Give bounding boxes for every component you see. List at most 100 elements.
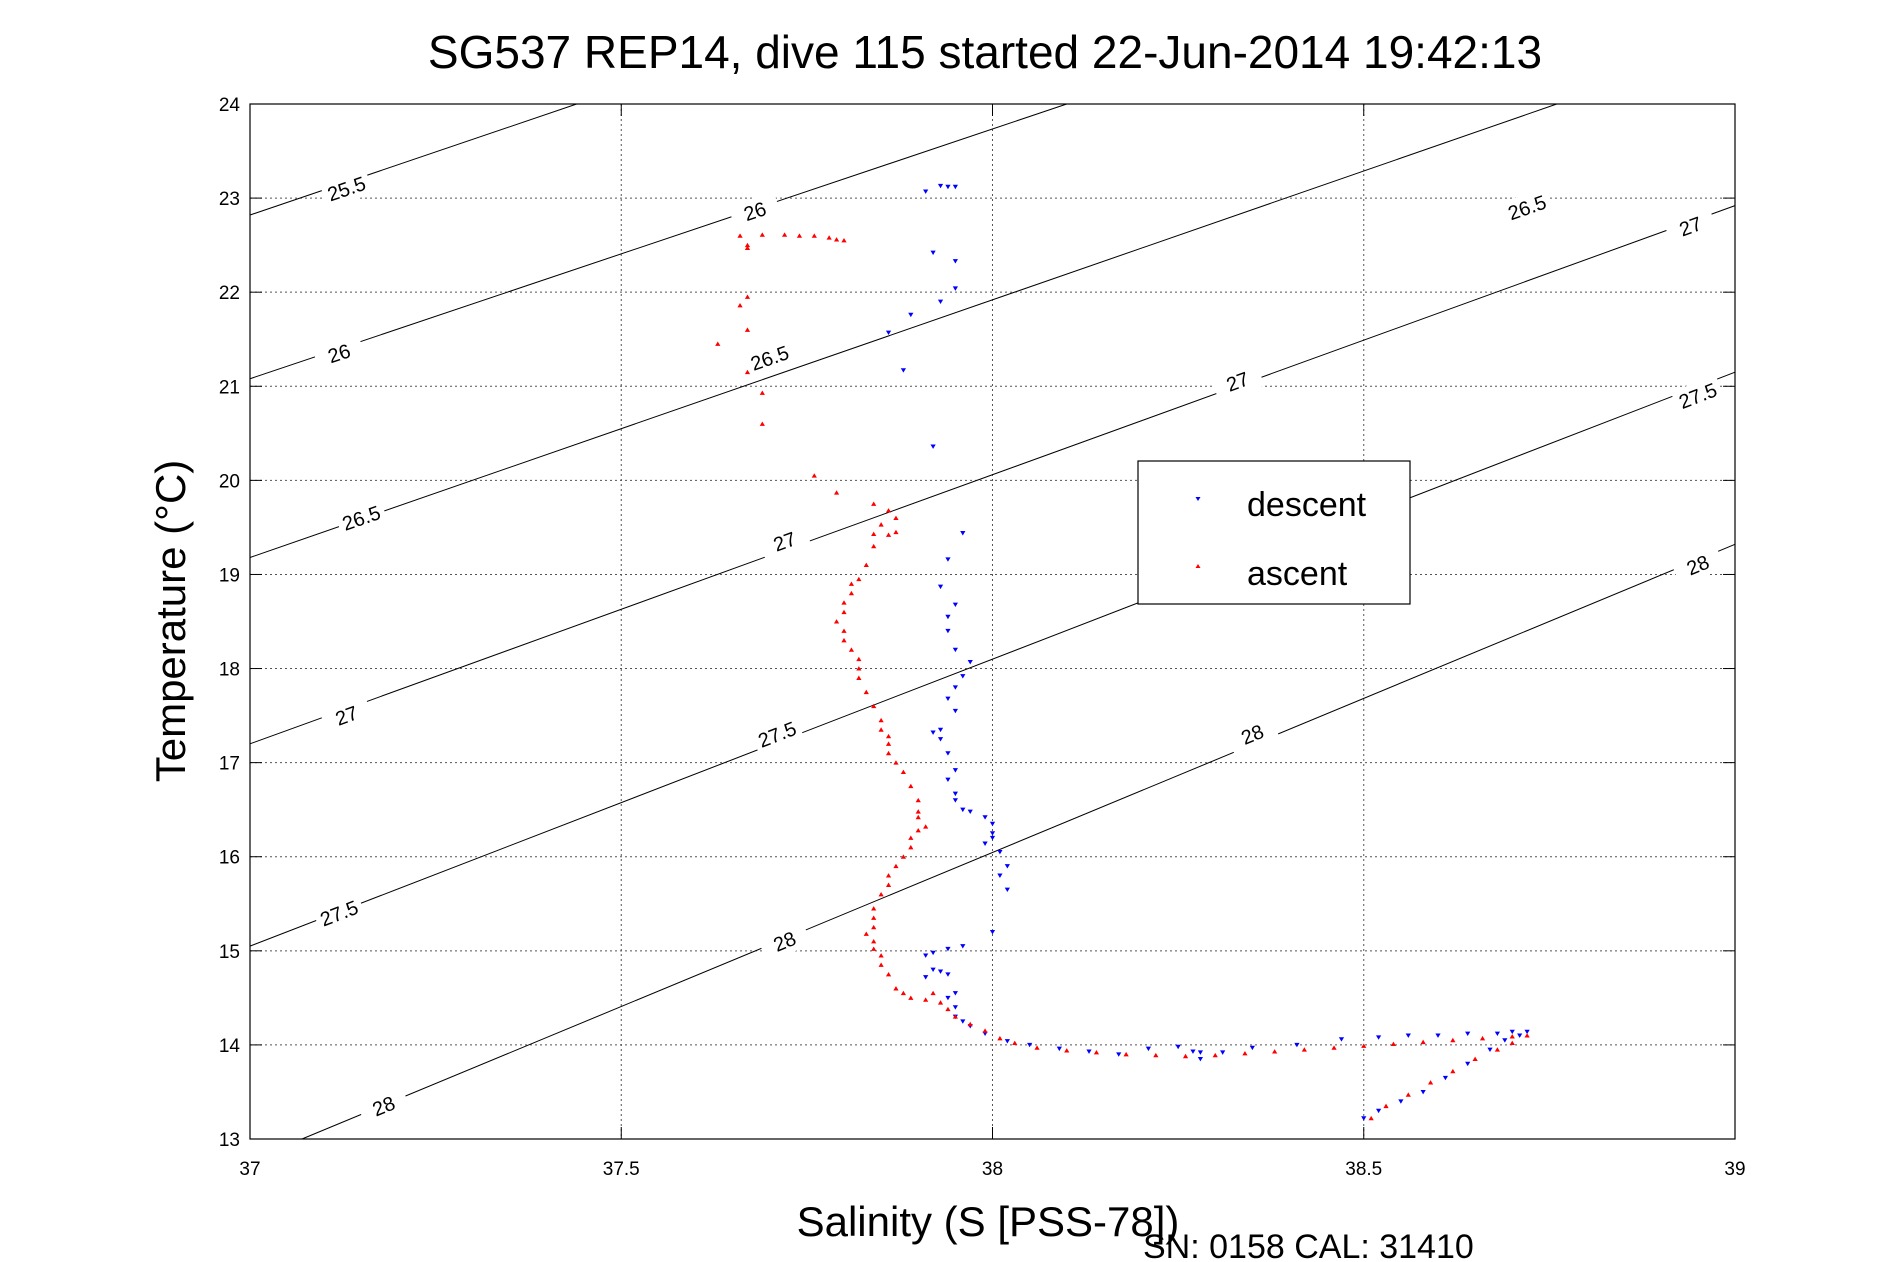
y-tick-label: 13: [219, 1130, 240, 1151]
descent-point: [930, 250, 936, 256]
ascent-point: [1361, 1043, 1367, 1048]
contour-label-background: [319, 695, 374, 736]
density-contour-line: [301, 543, 1736, 1140]
descent-point: [1190, 1049, 1196, 1054]
descent-point: [1004, 1039, 1010, 1044]
ascent-point: [833, 237, 840, 242]
descent-point: [1494, 1031, 1500, 1037]
ascent-point: [737, 302, 743, 308]
chart-title: SG537 REP14, dive 115 started 22-Jun-201…: [428, 26, 1542, 78]
descent-point: [945, 751, 951, 756]
contour-label-background: [312, 892, 367, 934]
descent-point: [1376, 1035, 1382, 1040]
descent-point: [1197, 1057, 1203, 1062]
ascent-point: [915, 797, 921, 803]
ascent-point: [915, 809, 921, 814]
descent-point: [937, 969, 944, 974]
serial-calibration-footer: SN: 0158 CAL: 31410: [1143, 1228, 1474, 1262]
descent-point: [960, 531, 966, 536]
descent-point: [1004, 887, 1010, 893]
ascent-point: [878, 717, 884, 723]
descent-point: [1509, 1029, 1515, 1035]
descent-point: [937, 183, 944, 189]
ascent-point: [871, 501, 877, 506]
legend-descent-marker: [1195, 497, 1201, 501]
ascent-point: [878, 953, 884, 958]
ascent-point: [885, 750, 892, 756]
ascent-point: [923, 824, 929, 829]
ascent-point: [1212, 1052, 1218, 1058]
y-tick-label: 15: [219, 942, 240, 963]
ascent-point: [893, 515, 899, 520]
y-tick-label: 24: [219, 95, 241, 116]
ascent-point: [863, 931, 869, 936]
ascent-point: [1301, 1047, 1307, 1052]
ascent-point: [744, 369, 751, 375]
descent-point: [960, 944, 966, 949]
descent-point: [945, 696, 951, 702]
descent-point: [982, 841, 988, 846]
descent-point: [908, 312, 914, 318]
ascent-point: [1331, 1045, 1337, 1050]
descent-point: [952, 768, 958, 773]
y-tick-label: 19: [219, 565, 240, 586]
descent-point: [937, 584, 944, 590]
contour-label-background: [757, 920, 812, 963]
density-contour-line: [249, 103, 577, 216]
ascent-point: [1242, 1050, 1248, 1056]
contour-label-background: [1210, 361, 1265, 402]
plot-area: 25.5262626.526.526.52727272727.527.527.5…: [219, 95, 1746, 1180]
ascent-point: [759, 390, 765, 395]
y-tick-label: 17: [219, 754, 240, 775]
descent-point: [989, 831, 996, 836]
contour-label-background: [757, 521, 812, 562]
legend-ascent-label: ascent: [1247, 555, 1348, 593]
legend-descent-label: descent: [1247, 486, 1367, 524]
ascent-point: [1427, 1080, 1434, 1085]
contour-label-background: [742, 337, 797, 379]
ascent-point: [856, 666, 862, 671]
descent-point: [1405, 1033, 1411, 1038]
descent-point: [1420, 1089, 1426, 1095]
descent-point: [1524, 1029, 1530, 1035]
descent-point: [960, 1019, 966, 1024]
descent-point: [1294, 1042, 1300, 1048]
descent-point: [1361, 1116, 1367, 1121]
y-tick-label: 20: [219, 471, 240, 492]
descent-point: [945, 995, 951, 1001]
x-tick-label: 38.5: [1345, 1159, 1382, 1180]
ascent-point: [856, 576, 862, 582]
descent-point: [989, 835, 996, 841]
ascent-point: [900, 854, 906, 859]
contour-label-background: [312, 333, 366, 374]
ascent-point: [997, 1035, 1003, 1041]
ascent-point: [759, 232, 765, 237]
descent-point: [952, 647, 958, 653]
descent-point: [1442, 1075, 1449, 1081]
ascent-point: [871, 915, 877, 920]
descent-point: [989, 930, 996, 935]
ascent-series: [715, 232, 1530, 1121]
ascent-point: [885, 733, 892, 739]
contour-label-background: [1670, 374, 1725, 417]
descent-point: [1145, 1046, 1152, 1052]
ascent-point: [952, 1014, 958, 1019]
descent-point: [960, 807, 966, 813]
descent-point: [945, 614, 951, 620]
density-contour-line: [249, 103, 1067, 380]
legend-ascent-marker: [1195, 564, 1201, 568]
density-contour-line: [249, 103, 1557, 558]
ascent-point: [759, 421, 765, 426]
ascent-point: [871, 531, 877, 536]
ascent-point: [1064, 1048, 1070, 1053]
ascent-point: [967, 1021, 973, 1027]
ascent-point: [893, 760, 899, 765]
contour-label-background: [1225, 713, 1280, 756]
ascent-point: [744, 327, 751, 332]
descent-point: [952, 685, 958, 690]
ascent-point: [1494, 1047, 1500, 1052]
y-tick-label: 18: [219, 660, 240, 681]
descent-point: [1338, 1037, 1345, 1042]
ascent-point: [893, 986, 899, 991]
